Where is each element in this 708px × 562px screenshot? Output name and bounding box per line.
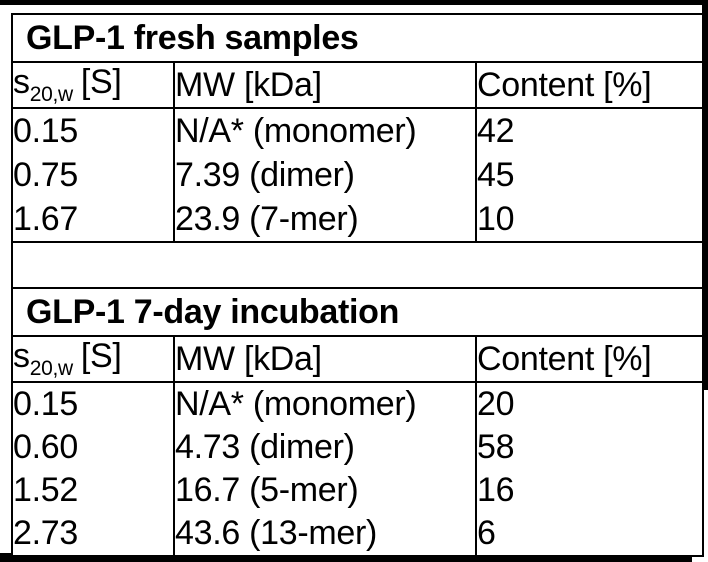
table-row: s20,w [S] MW [kDa] Content [%]	[11, 335, 705, 383]
cell-value: 0.15	[13, 112, 78, 150]
s20w-values-cell: 0.15 0.75 1.67	[11, 107, 175, 243]
s20w-values-cell: 0.15 0.60 1.52 2.73	[11, 381, 175, 557]
frame-right-edge	[702, 0, 708, 390]
cell-value: 23.9 (7-mer)	[175, 200, 359, 238]
cell-value: 0.15	[13, 385, 78, 423]
table-row: GLP-1 fresh samples	[10, 13, 705, 63]
content-values-cell: 42 45 10	[474, 107, 705, 243]
cell-value: 0.60	[13, 428, 78, 466]
table-title-fresh-samples: GLP-1 fresh samples	[10, 13, 705, 63]
table-row: 0.15 0.60 1.52 2.73 N/A* (monomer) 4.73 …	[11, 381, 705, 557]
cell-value: 4.73 (dimer)	[175, 428, 355, 466]
cell-value: 58	[477, 428, 515, 466]
cell-value: 42	[477, 112, 515, 150]
s20w-unit: [S]	[80, 63, 122, 102]
s20w-base: s	[13, 337, 30, 376]
cell-value: 16.7 (5-mer)	[175, 471, 359, 509]
cell-value: N/A* (monomer)	[175, 112, 417, 150]
cell-value: 43.6 (13-mer)	[175, 514, 378, 552]
table-title-7day-incubation: GLP-1 7-day incubation	[10, 287, 705, 337]
mw-values-cell: N/A* (monomer) 4.73 (dimer) 16.7 (5-mer)…	[173, 381, 477, 557]
cell-value: 0.75	[13, 156, 78, 194]
s20w-base: s	[13, 63, 30, 102]
spacer-cell	[10, 241, 705, 289]
table-row: 0.15 0.75 1.67 N/A* (monomer) 7.39 (dime…	[11, 107, 705, 243]
table-row: s20,w [S] MW [kDa] Content [%]	[11, 61, 705, 109]
mw-values-cell: N/A* (monomer) 7.39 (dimer) 23.9 (7-mer)	[173, 107, 477, 243]
column-header-mw: MW [kDa]	[173, 61, 477, 109]
content-values-cell: 20 58 16 6	[474, 381, 705, 557]
cell-value: 7.39 (dimer)	[175, 156, 355, 194]
frame-top-edge	[0, 0, 708, 5]
cell-value: 1.67	[13, 200, 78, 238]
frame-bottom-edge	[0, 553, 692, 562]
cell-value: 10	[477, 200, 515, 238]
s20w-subscript: 20,w	[29, 82, 73, 106]
column-header-s20w: s20,w [S]	[11, 61, 175, 109]
s20w-subscript: 20,w	[29, 356, 73, 380]
column-header-mw: MW [kDa]	[173, 335, 477, 383]
column-header-content: Content [%]	[474, 335, 705, 383]
column-header-content: Content [%]	[474, 61, 705, 109]
table-row: GLP-1 7-day incubation	[10, 287, 705, 337]
glp1-results-table: GLP-1 fresh samples s20,w [S] MW [kDa] Co…	[10, 13, 705, 557]
column-header-s20w: s20,w [S]	[11, 335, 175, 383]
table-row	[10, 241, 705, 289]
cell-value: 1.52	[13, 471, 78, 509]
s20w-unit: [S]	[80, 337, 122, 376]
cell-value: 20	[477, 385, 515, 423]
cell-value: N/A* (monomer)	[175, 385, 417, 423]
cell-value: 16	[477, 471, 515, 509]
cell-value: 6	[477, 514, 496, 552]
cell-value: 2.73	[13, 514, 78, 552]
cell-value: 45	[477, 156, 515, 194]
